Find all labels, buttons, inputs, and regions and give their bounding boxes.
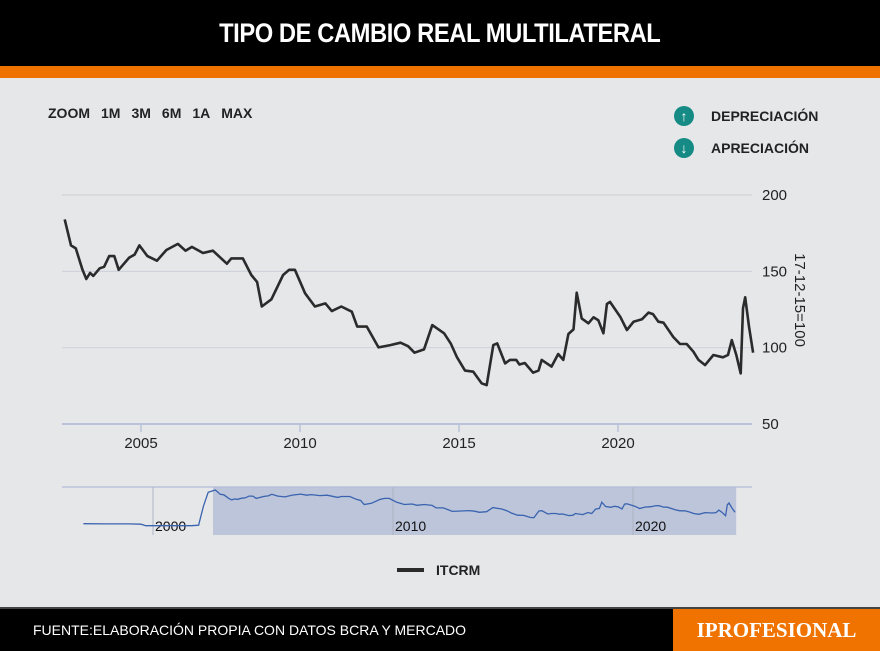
navigator-tick-label: 2010 [395, 518, 426, 534]
legend-series-label: ITCRM [436, 562, 481, 578]
y-tick-label: 150 [762, 263, 787, 280]
navigator[interactable]: 2000 2010 2020 [62, 486, 752, 535]
arrow-up-circle-icon: ↑ [674, 106, 694, 126]
x-tick-label: 2005 [124, 435, 157, 452]
x-tick-label: 2015 [442, 435, 475, 452]
y-tick-label: 200 [762, 187, 787, 204]
legend-depreciation-label: DEPRECIACIÓN [711, 108, 819, 124]
zoom-6m-button[interactable]: 6M [161, 105, 182, 121]
y-tick-label: 100 [762, 340, 787, 357]
navigator-tick-label: 2020 [635, 518, 666, 534]
legend-appreciation-label: APRECIACIÓN [711, 140, 810, 156]
x-tick-label: 2020 [601, 435, 634, 452]
zoom-1m-button[interactable]: 1M [101, 105, 121, 121]
series-line-itcrm [63, 219, 755, 387]
y-tick-label: 50 [762, 416, 779, 433]
brand-logo: IPROFESIONAL [673, 609, 880, 651]
x-tick-label: 2010 [283, 435, 316, 452]
series-legend[interactable]: ITCRM [397, 562, 480, 578]
direction-legend: ↑ DEPRECIACIÓN ↓ APRECIACIÓN [674, 100, 818, 164]
zoom-label: ZOOM [48, 105, 90, 121]
source-note: FUENTE:ELABORACIÓN PROPIA CON DATOS BCRA… [33, 622, 467, 638]
page-title: TIPO DE CAMBIO REAL MULTILATERAL [219, 17, 661, 48]
zoom-max-button[interactable]: MAX [221, 105, 253, 121]
y-axis-label: 17-12-15=100 [791, 253, 808, 347]
accent-stripe [0, 66, 880, 78]
zoom-1a-button[interactable]: 1A [192, 105, 211, 121]
zoom-3m-button[interactable]: 3M [131, 105, 151, 121]
legend-swatch [397, 568, 424, 572]
zoom-selector: ZOOM 1M 3M 6M 1A MAX [48, 105, 252, 121]
footer-bar: FUENTE:ELABORACIÓN PROPIA CON DATOS BCRA… [0, 607, 880, 651]
arrow-down-circle-icon: ↓ [674, 138, 694, 158]
legend-appreciation: ↓ APRECIACIÓN [674, 132, 818, 164]
navigator-series-line [83, 489, 736, 527]
legend-depreciation: ↑ DEPRECIACIÓN [674, 100, 818, 132]
header-bar: TIPO DE CAMBIO REAL MULTILATERAL [0, 0, 880, 66]
